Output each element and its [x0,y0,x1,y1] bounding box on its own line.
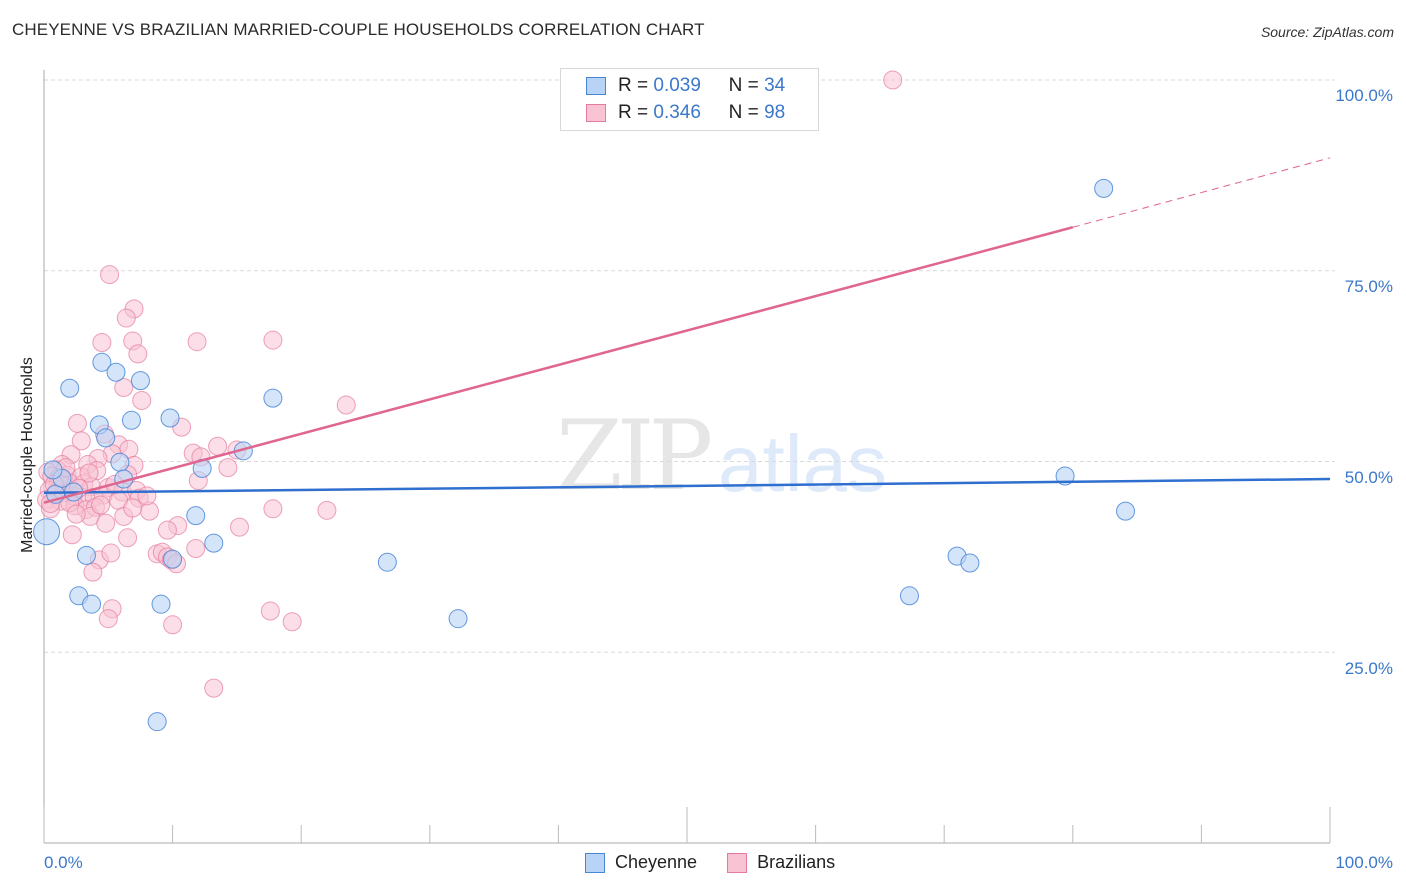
cheyenne-point[interactable] [130,371,150,391]
chart-title: CHEYENNE VS BRAZILIAN MARRIED-COUPLE HOU… [12,20,705,39]
cheyenne-point[interactable] [43,460,63,480]
brazilians-point[interactable] [137,486,157,506]
cheyenne-point[interactable] [1116,501,1136,521]
brazilians-point[interactable] [79,463,99,483]
y-tick-50: 50.0% [1344,468,1393,487]
brazilians-point[interactable] [204,678,224,698]
legend-label: Brazilians [757,852,836,872]
trend-lines [43,157,1331,504]
brazilians-point[interactable] [187,332,207,352]
cheyenne-point[interactable] [110,452,130,472]
x-tick-0: 0.0% [44,853,83,872]
y-tick-25: 25.0% [1344,659,1393,678]
cheyenne-point[interactable] [76,545,96,565]
cheyenne-point[interactable] [1055,466,1075,486]
brazilians-point[interactable] [66,504,86,524]
brazilians-point[interactable] [98,609,118,629]
brazilians-point[interactable] [317,500,337,520]
brazilians-point[interactable] [208,436,228,456]
axes [43,70,1331,844]
legend-row-cheyenne: R = 0.039 N = 34 [586,75,785,97]
cheyenne-point[interactable] [448,609,468,629]
cheyenne-point[interactable] [377,552,397,572]
legend-item-brazilians[interactable]: Brazilians [727,852,835,873]
r-label: R = [618,75,649,96]
brazilians-point[interactable] [91,495,111,515]
cheyenne-point[interactable] [33,518,61,546]
cheyenne-point[interactable] [106,362,126,382]
legend-row-brazilians: R = 0.346 N = 98 [586,102,785,124]
brazilians-point[interactable] [67,413,87,433]
legend-label: Cheyenne [615,852,698,872]
legend-item-cheyenne[interactable]: Cheyenne [585,852,697,873]
cheyenne-point[interactable] [960,553,980,573]
stats-legend: R = 0.039 N = 34 R = 0.346 N = 98 [560,68,819,131]
gridlines [44,79,1335,653]
brazilians-point[interactable] [163,615,183,635]
brazilians-trend-line [43,226,1074,504]
watermark-atlas: atlas [718,419,887,508]
source-label: Source: ZipAtlas.com [1260,24,1394,40]
brazilians-point[interactable] [118,528,138,548]
brazilians-point[interactable] [229,517,249,537]
cheyenne-swatch-icon [585,852,605,873]
brazilians-point[interactable] [123,498,143,518]
r-value: 0.346 [653,102,701,123]
r-label: R = [618,102,649,123]
brazilians-swatch-icon [727,852,748,873]
y-tick-75: 75.0% [1344,277,1393,296]
cheyenne-point[interactable] [60,378,80,398]
n-label: N = [728,102,759,123]
cheyenne-point[interactable] [899,586,919,606]
y-tick-100: 100.0% [1335,86,1393,105]
brazilians-point[interactable] [116,308,136,328]
cheyenne-swatch-icon [586,77,606,95]
cheyenne-point[interactable] [92,352,112,372]
brazilians-point[interactable] [92,332,112,352]
n-value: 98 [764,102,786,123]
cheyenne-point[interactable] [96,428,116,448]
y-axis-label: Married-couple Households [19,357,36,553]
series-legend: Cheyenne Brazilians [585,852,865,873]
brazilians-point[interactable] [263,499,283,519]
brazilians-trend-extension [1072,157,1331,228]
cheyenne-point[interactable] [163,549,183,569]
brazilians-point[interactable] [218,458,238,478]
brazilians-point[interactable] [132,390,152,410]
watermark-zip: ZIP [556,400,713,512]
brazilians-point[interactable] [336,395,356,415]
cheyenne-point[interactable] [263,388,283,408]
cheyenne-point[interactable] [1094,178,1114,198]
cheyenne-point[interactable] [82,594,102,614]
n-label: N = [728,75,759,96]
n-value: 34 [764,75,786,96]
cheyenne-point[interactable] [151,594,171,614]
brazilians-point[interactable] [62,525,82,545]
brazilians-point[interactable] [263,330,283,350]
r-value: 0.039 [653,75,701,96]
cheyenne-point[interactable] [147,712,167,732]
brazilians-point[interactable] [71,431,91,451]
brazilians-point[interactable] [282,612,302,632]
cheyenne-point[interactable] [186,506,206,526]
brazilians-point[interactable] [83,562,103,582]
brazilians-point[interactable] [883,70,903,90]
brazilians-point[interactable] [100,265,120,285]
x-tick-100: 100.0% [1335,853,1393,872]
brazilians-point[interactable] [114,377,134,397]
cheyenne-point[interactable] [204,533,224,553]
brazilians-point[interactable] [186,538,206,558]
brazilians-point[interactable] [128,344,148,364]
brazilians-point[interactable] [101,543,121,563]
cheyenne-point[interactable] [121,410,141,430]
brazilians-point[interactable] [260,601,280,621]
brazilians-point[interactable] [96,513,116,533]
cheyenne-point[interactable] [160,408,180,428]
brazilians-swatch-icon [586,104,606,122]
cheyenne-trend-line [43,477,1331,495]
brazilians-point[interactable] [157,520,177,540]
